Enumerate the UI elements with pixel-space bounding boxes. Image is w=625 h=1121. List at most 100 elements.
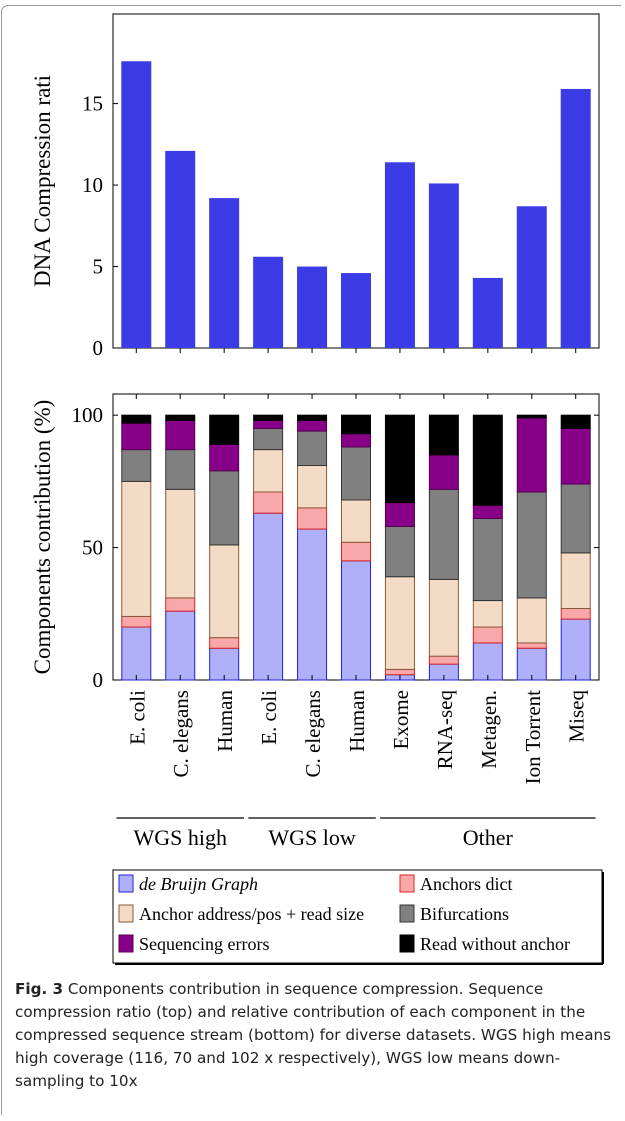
group-label-1: WGS high: [133, 825, 227, 850]
stack-segment-1-bar-1: [121, 626, 152, 681]
legend-entry-3: Anchor address/pos + read size: [139, 904, 364, 924]
stack-segment-4-bar-6: [341, 446, 371, 501]
stack-segment-2-bar-6: [341, 541, 371, 562]
stack-segment-6-bar-3: [209, 414, 240, 445]
figure-chart: 0 5 10 15 DNA Compression rati E. coli C. eleg…: [30, 13, 604, 965]
stack-segment-3-bar-1: [121, 480, 152, 617]
stack-segment-5-bar-4: [253, 419, 284, 429]
stack-segment-5-bar-9: [472, 504, 503, 519]
stack-segment-6-bar-6: [341, 414, 371, 435]
compression-bar-4: [253, 256, 284, 348]
stack-segment-6-bar-10: [516, 414, 547, 419]
stack-segment-4-bar-7: [384, 525, 415, 578]
stack-segment-4-bar-2: [165, 449, 196, 490]
stack-segment-5-bar-11: [560, 427, 591, 485]
stack-segment-5-bar-1: [121, 422, 152, 451]
stack-segment-4-bar-5: [297, 430, 328, 466]
stack-segment-1-bar-4: [253, 512, 284, 681]
x-category-label: E. coli: [125, 690, 149, 745]
stack-segment-3-bar-6: [341, 499, 371, 543]
compression-bar-5: [297, 266, 328, 348]
stack-segment-5-bar-2: [165, 419, 196, 451]
legend-entry-6: Read without anchor: [420, 934, 570, 954]
bottom-y-tick-label: 100: [72, 403, 104, 427]
legend-entry-4: Bifurcations: [420, 904, 509, 924]
legend-box: [112, 869, 603, 964]
x-category-label: RNA-seq: [433, 690, 457, 770]
compression-bar-9: [472, 277, 503, 348]
compression-bar-6: [341, 273, 371, 348]
bottom-y-tick-label: 0: [93, 668, 104, 692]
stack-segment-5-bar-10: [516, 417, 547, 493]
stack-segment-5-bar-3: [209, 443, 240, 472]
legend-swatch-3: [118, 904, 134, 923]
top-y-tick-label: 0: [93, 336, 104, 360]
caption-label: Fig. 3: [15, 980, 64, 998]
stack-segment-3-bar-10: [516, 597, 547, 644]
stack-segment-6-bar-2: [165, 414, 196, 421]
stack-segment-4-bar-8: [428, 488, 459, 580]
compression-bar-2: [165, 150, 196, 348]
stack-segment-2-bar-8: [428, 655, 459, 665]
figure-caption: Fig. 3 Components contribution in sequen…: [15, 978, 613, 1093]
caption-text: Components contribution in sequence comp…: [15, 980, 612, 1090]
stack-segment-3-bar-7: [384, 576, 415, 670]
stack-segment-6-bar-11: [560, 414, 591, 429]
compression-bar-10: [516, 206, 547, 348]
x-category-label: C. elegans: [301, 690, 325, 777]
legend-swatch-5: [118, 934, 134, 953]
stack-segment-3-bar-5: [297, 465, 328, 509]
stack-segment-3-bar-11: [560, 552, 591, 610]
stack-segment-6-bar-5: [297, 414, 328, 421]
stack-segment-2-bar-7: [384, 668, 415, 676]
stack-segment-6-bar-7: [384, 414, 415, 504]
x-category-label: Miseq: [565, 690, 589, 743]
stack-segment-1-bar-2: [165, 610, 196, 681]
x-category-label: Ion Torrent: [521, 690, 545, 785]
legend-entry-2: Anchors dict: [420, 874, 512, 894]
stack-segment-2-bar-10: [516, 642, 547, 649]
stack-segment-3-bar-2: [165, 488, 196, 599]
legend-swatch-6: [399, 934, 415, 953]
stack-segment-5-bar-7: [384, 502, 415, 527]
compression-bar-11: [560, 88, 591, 348]
stack-segment-1-bar-11: [560, 618, 591, 681]
stack-segment-4-bar-3: [209, 470, 240, 546]
stack-segment-1-bar-6: [341, 560, 371, 681]
compression-bar-7: [384, 162, 415, 348]
stack-segment-4-bar-9: [472, 517, 503, 602]
stack-segment-6-bar-9: [472, 414, 503, 506]
stack-segment-2-bar-3: [209, 637, 240, 649]
stack-segment-2-bar-2: [165, 597, 196, 612]
stack-segment-4-bar-10: [516, 491, 547, 599]
stack-segment-4-bar-4: [253, 427, 284, 451]
bottom-y-tick-label: 50: [82, 536, 103, 560]
stack-segment-4-bar-11: [560, 483, 591, 554]
top-y-tick-label: 10: [82, 173, 103, 197]
x-category-label: Metagen.: [477, 690, 501, 769]
stack-segment-6-bar-4: [253, 414, 284, 421]
top-y-tick-label: 15: [82, 92, 103, 116]
stack-segment-2-bar-11: [560, 608, 591, 620]
stack-segment-6-bar-1: [121, 414, 152, 424]
compression-bar-3: [209, 198, 240, 348]
group-label-2: WGS low: [268, 825, 356, 850]
top-y-axis-label: DNA Compression rati: [30, 75, 55, 287]
x-category-label: Human: [213, 690, 237, 752]
legend-entry-5: Sequencing errors: [139, 934, 269, 954]
stack-segment-3-bar-8: [428, 578, 459, 657]
stack-segment-3-bar-9: [472, 600, 503, 628]
stack-segment-2-bar-4: [253, 491, 284, 514]
stack-segment-5-bar-6: [341, 433, 371, 448]
stack-segment-2-bar-5: [297, 507, 328, 530]
stack-segment-2-bar-1: [121, 615, 152, 628]
legend-entry-1: de Bruijn Graph: [139, 874, 258, 894]
x-category-label: C. elegans: [169, 690, 193, 777]
top-y-tick-label: 5: [93, 255, 104, 279]
legend-swatch-1: [118, 874, 134, 893]
bottom-y-axis-label: Components contribution (%): [30, 400, 55, 675]
stack-segment-5-bar-8: [428, 454, 459, 490]
stack-segment-3-bar-4: [253, 449, 284, 493]
stack-segment-2-bar-9: [472, 626, 503, 644]
stack-segment-5-bar-5: [297, 419, 328, 432]
